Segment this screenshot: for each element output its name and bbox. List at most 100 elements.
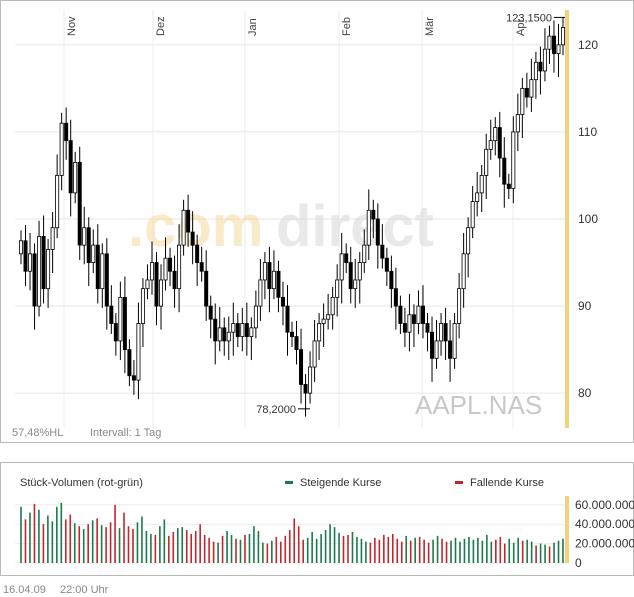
interval-label: Intervall: 1 Tag [90,427,161,439]
candle [502,137,507,208]
legend-up-swatch [285,481,293,484]
candle [380,224,385,269]
candle [362,229,367,273]
candle [82,206,87,265]
candle [18,230,23,265]
candle [434,320,439,369]
price-axis-ticks: 80 90 100 110 120 [578,38,598,400]
volume-title: Stück-Volumen (rot-grün) [20,477,143,489]
candle [23,225,28,287]
month-label: Nov [66,16,78,36]
candlestick-series [18,16,566,417]
footer-time: 22:00 Uhr [60,584,109,596]
candle [348,246,353,304]
candle [118,281,123,361]
candle [475,171,480,217]
candle [294,320,299,365]
candle [353,259,358,308]
candle [366,189,371,260]
candle [339,232,344,304]
candle [335,264,340,317]
candle [262,252,267,300]
candle [73,151,78,204]
hl-percent: 57,48%HL [12,427,63,439]
candle [28,232,33,291]
candle [55,154,60,239]
candle [217,306,222,352]
candle [280,281,285,326]
volume-bars [20,502,564,563]
candle [77,146,82,260]
candle [100,243,105,308]
candle [533,51,538,99]
candle [140,278,145,348]
candle [344,243,349,273]
candle [37,220,42,317]
candle [312,320,317,382]
candle [497,111,502,178]
candle [371,199,376,239]
candle [68,119,73,217]
month-label: Dez [155,16,167,36]
volume-tick-label: 60.000.000 [575,498,634,512]
candle [389,255,394,308]
candle [145,264,150,300]
candle [172,255,177,308]
watermark-direct: direct [276,194,434,259]
candle [104,238,109,330]
candle [506,173,511,199]
candle [168,247,173,287]
month-label: Mär [424,17,436,36]
candle [289,321,294,348]
candle [131,360,136,395]
price-tick-label: 120 [578,38,598,52]
candle [253,290,258,339]
candle [308,351,313,404]
month-label: Jan [247,18,259,36]
volume-tick-label: 0 [575,556,582,570]
high-low-labels: 123,1500 78,2000 [256,12,565,416]
candle [402,307,407,348]
candle [231,302,236,356]
candle [235,313,240,348]
candle [95,224,100,304]
candle [542,28,547,82]
candle [208,295,213,339]
candle [466,217,471,278]
candle [190,211,195,265]
candle [226,316,231,361]
price-panel-frame [0,0,634,443]
candle [520,77,525,139]
candle [448,320,453,382]
candle [493,117,498,156]
legend-down-swatch [455,481,463,484]
candle [452,313,457,369]
low-label: 78,2000 [256,404,296,416]
volume-grid [15,504,567,564]
candle [59,112,64,191]
candle [50,212,55,273]
price-tick-label: 110 [578,125,597,139]
candle [181,199,186,256]
candle [285,285,290,356]
legend-up-label: Steigende Kurse [300,477,381,489]
candle [267,246,272,313]
candle [32,243,37,330]
candle [136,302,141,400]
price-tick-label: 90 [578,299,592,313]
candle [430,316,435,382]
candle [511,116,516,204]
candle [195,234,200,287]
candle [154,252,159,326]
candle [91,229,96,273]
candle [271,250,276,300]
candle [538,46,543,95]
volume-tick-label: 40.000.000 [575,517,634,531]
candle [186,194,191,247]
candle [547,25,552,64]
candle [375,203,380,269]
candle [425,313,430,352]
candle [393,267,398,330]
candle [515,93,520,152]
candle [411,304,416,348]
